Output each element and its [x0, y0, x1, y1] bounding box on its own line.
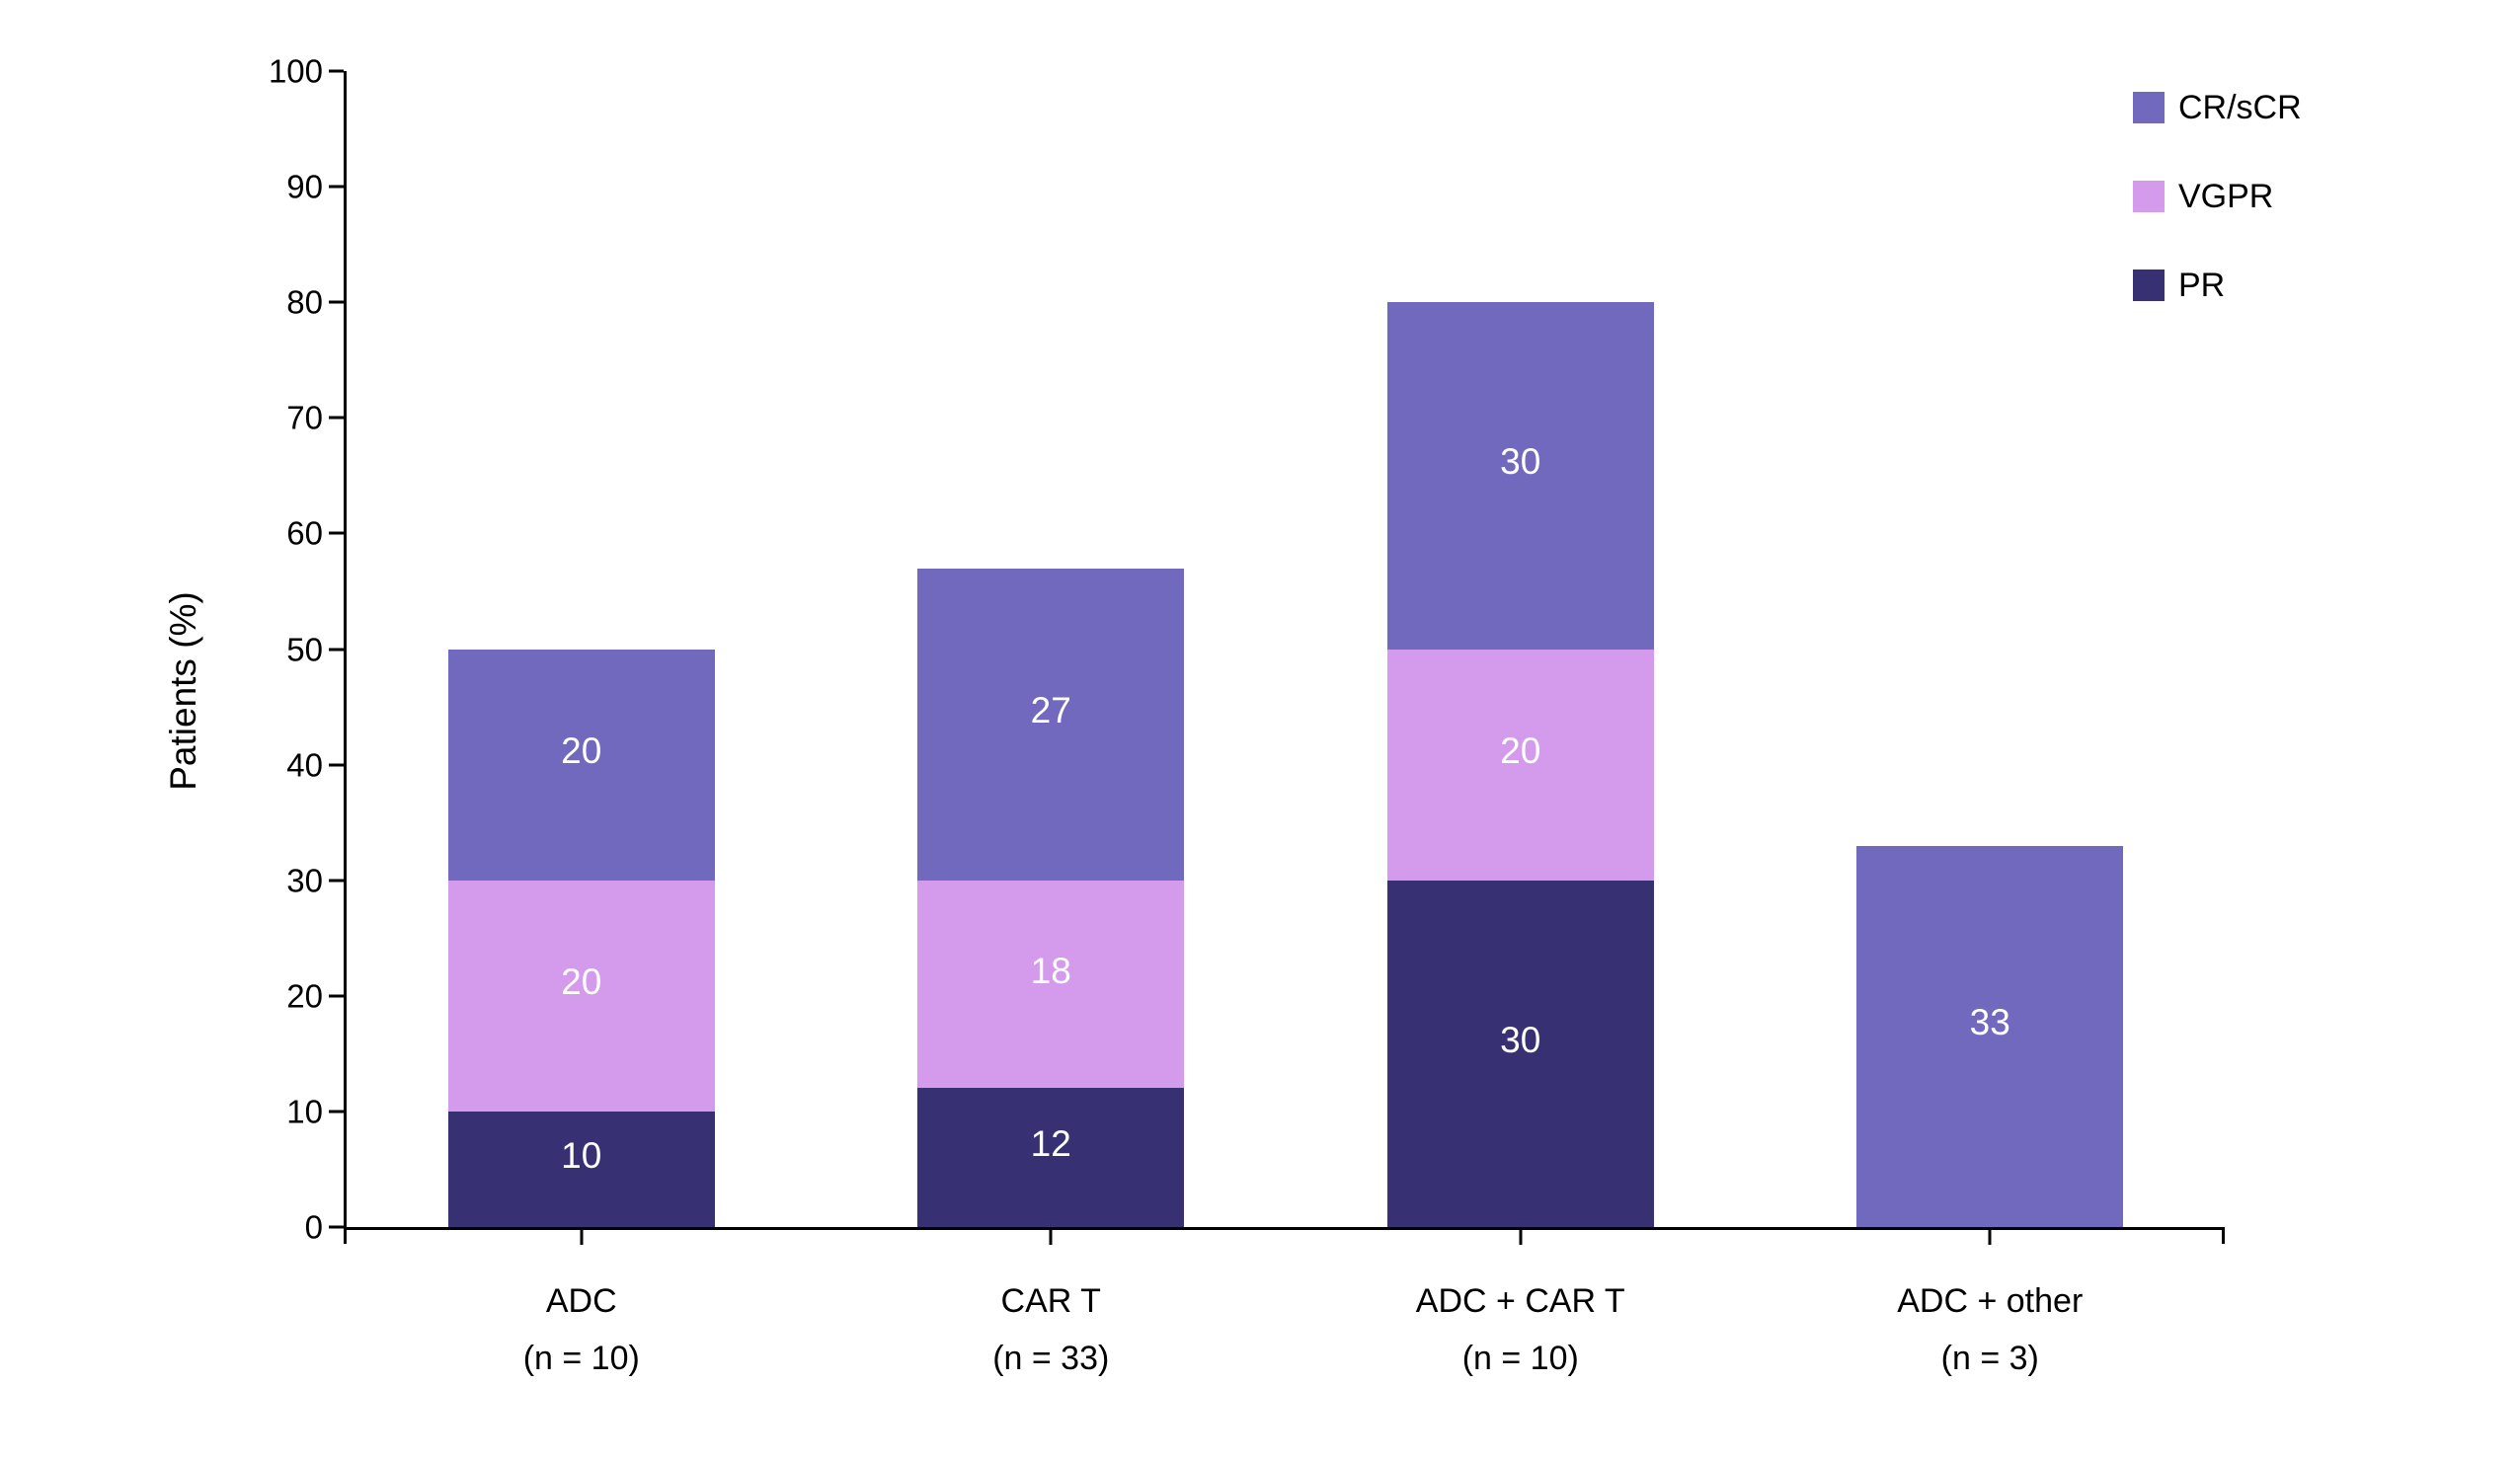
y-axis-tick — [329, 994, 344, 998]
bar-segment-value: 30 — [1500, 441, 1541, 483]
category-label: ADC (n = 10) — [347, 1272, 817, 1387]
category-n-count: (n = 10) — [522, 1340, 640, 1377]
x-axis-end-tick-right — [2222, 1230, 2225, 1244]
bar-segment-value: 27 — [1030, 690, 1071, 731]
category-name: CAR T — [1000, 1282, 1101, 1320]
y-axis-tick — [329, 69, 344, 73]
y-axis-tick — [329, 648, 344, 651]
legend-label-cr-scr: CR/sCR — [2178, 89, 2302, 126]
bar-segment-vgpr: 18 — [917, 880, 1185, 1089]
y-axis-tick-label: 10 — [286, 1093, 323, 1130]
x-axis-tick — [1988, 1230, 1992, 1245]
legend: CR/sCR VGPR PR — [2133, 91, 2302, 357]
plot-area: 0 10 20 30 40 50 60 70 80 90 100 10 20 20 ADC (n = 10) 1… — [269, 55, 2226, 1377]
legend-item-pr: PR — [2133, 269, 2302, 302]
bar-segment-value: 10 — [561, 1134, 602, 1176]
x-axis-tick — [1519, 1230, 1523, 1245]
category-label: CAR T (n = 33) — [817, 1272, 1287, 1387]
legend-swatch-pr — [2133, 269, 2165, 301]
y-axis-tick — [329, 1225, 344, 1229]
y-axis-tick-label: 50 — [286, 631, 323, 667]
y-axis-title: Patients (%) — [163, 591, 203, 791]
stacked-bar-adc: 10 20 20 — [447, 71, 715, 1227]
category-name: ADC + other — [1897, 1282, 2084, 1320]
bar-segment-value: 20 — [561, 730, 602, 772]
bar-segment-cr-scr: 33 — [1856, 845, 2124, 1227]
y-axis-tick-label: 90 — [286, 168, 323, 205]
y-axis-tick-label: 0 — [304, 1208, 323, 1246]
y-axis-tick-label: 60 — [286, 514, 323, 552]
legend-swatch-cr-scr — [2133, 92, 2165, 123]
category-label: ADC + CAR T (n = 10) — [1286, 1272, 1756, 1387]
y-axis-tick — [329, 416, 344, 420]
legend-swatch-vgpr — [2133, 181, 2165, 212]
stacked-bar-adc-other: 33 — [1856, 71, 2124, 1227]
bar-group-adc-other: 33 ADC + other (n = 3) — [1756, 71, 2226, 1377]
y-axis-tick — [329, 763, 344, 767]
bar-segment-pr: 30 — [1386, 880, 1654, 1227]
category-n-count: (n = 10) — [1461, 1340, 1579, 1377]
y-axis-tick — [329, 300, 344, 304]
y-axis-tick-label: 80 — [286, 283, 323, 321]
stacked-bar-car-t: 12 18 27 — [917, 71, 1185, 1227]
bar-segment-value: 30 — [1500, 1019, 1541, 1060]
bar-segment-vgpr: 20 — [1386, 649, 1654, 881]
y-axis-tick-label: 100 — [268, 52, 323, 90]
x-axis-end-tick-left — [344, 1230, 347, 1244]
y-axis-tick-label: 40 — [286, 746, 323, 784]
legend-item-vgpr: VGPR — [2133, 180, 2302, 213]
bar-segment-cr-scr: 30 — [1386, 302, 1654, 650]
x-axis-tick — [580, 1230, 584, 1245]
bar-segment-value: 18 — [1030, 950, 1071, 991]
bar-segment-pr: 12 — [917, 1088, 1185, 1227]
category-label: ADC + other (n = 3) — [1756, 1272, 2226, 1387]
bar-segment-value: 20 — [1500, 730, 1541, 772]
y-axis-tick — [329, 531, 344, 535]
bar-group-adc-car-t: 30 20 30 ADC + CAR T (n = 10) — [1286, 71, 1756, 1377]
category-n-count: (n = 33) — [992, 1340, 1110, 1377]
bar-segment-value: 20 — [561, 961, 602, 1003]
x-axis-tick — [1049, 1230, 1053, 1245]
bar-segment-vgpr: 20 — [447, 880, 715, 1112]
legend-label-pr: PR — [2178, 267, 2226, 304]
bar-segment-value: 33 — [1969, 1002, 2010, 1043]
category-n-count: (n = 3) — [1940, 1340, 2039, 1377]
legend-item-cr-scr: CR/sCR — [2133, 91, 2302, 124]
y-axis-tick — [329, 185, 344, 189]
y-axis-tick — [329, 879, 344, 883]
bar-segment-value: 12 — [1030, 1123, 1071, 1165]
stacked-bar-adc-car-t: 30 20 30 — [1386, 71, 1654, 1227]
bar-group-car-t: 12 18 27 CAR T (n = 33) — [817, 71, 1287, 1377]
bar-segment-cr-scr: 27 — [917, 568, 1185, 881]
bar-segment-pr: 10 — [447, 1111, 715, 1227]
y-axis-tick-label: 30 — [286, 862, 323, 899]
y-axis-tick — [329, 1110, 344, 1114]
bar-group-adc: 10 20 20 ADC (n = 10) — [347, 71, 817, 1377]
category-name: ADC + CAR T — [1415, 1282, 1625, 1320]
y-axis-tick-label: 70 — [286, 399, 323, 436]
bar-segment-cr-scr: 20 — [447, 649, 715, 881]
y-axis-tick-label: 20 — [286, 977, 323, 1015]
legend-label-vgpr: VGPR — [2178, 178, 2274, 215]
category-name: ADC — [545, 1282, 617, 1320]
